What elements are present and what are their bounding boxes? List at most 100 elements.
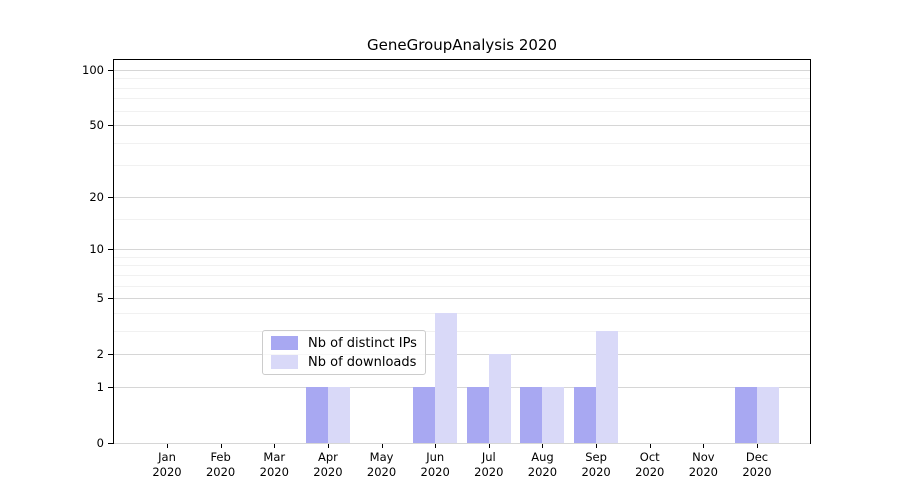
minor-gridline	[114, 256, 810, 258]
legend-entry: Nb of downloads	[271, 355, 417, 370]
minor-gridline	[114, 330, 810, 332]
x-tick-label: Apr 2020	[298, 450, 358, 480]
bar-distinct-ips	[305, 386, 328, 443]
x-tick-mark	[596, 444, 598, 448]
x-tick-label: Oct 2020	[620, 450, 680, 480]
bar-downloads	[435, 312, 458, 443]
chart-title: GeneGroupAnalysis 2020	[367, 36, 557, 54]
x-tick-mark	[488, 444, 490, 448]
x-tick-label: Mar 2020	[244, 450, 304, 480]
y-tick-mark	[108, 298, 113, 300]
x-tick-label: Nov 2020	[673, 450, 733, 480]
x-tick-month: Feb	[210, 450, 231, 464]
major-gridline	[114, 298, 810, 300]
x-tick-year: 2020	[527, 465, 558, 479]
minor-gridline	[114, 165, 810, 167]
x-tick-year: 2020	[635, 465, 665, 479]
minor-gridline	[114, 285, 810, 287]
major-gridline	[114, 69, 810, 71]
minor-gridline	[114, 218, 810, 220]
x-tick-mark	[327, 444, 329, 448]
x-tick-month: May	[369, 450, 394, 464]
y-tick-label: 5	[96, 291, 104, 306]
major-gridline	[114, 196, 810, 198]
y-tick-mark	[108, 196, 113, 198]
bar-downloads	[596, 330, 619, 443]
x-tick-year: 2020	[474, 465, 504, 479]
legend-label: Nb of downloads	[308, 354, 417, 370]
x-tick-mark	[435, 444, 437, 448]
x-tick-year: 2020	[152, 465, 182, 479]
x-tick-mark	[542, 444, 544, 448]
minor-gridline	[114, 87, 810, 89]
minor-gridline	[114, 265, 810, 267]
major-gridline	[114, 249, 810, 251]
minor-gridline	[114, 110, 810, 112]
legend-label: Nb of distinct IPs	[308, 335, 417, 351]
x-tick-mark	[756, 444, 758, 448]
major-gridline	[114, 354, 810, 356]
bar-distinct-ips	[734, 386, 757, 443]
bar-downloads	[488, 354, 511, 443]
x-tick-month: Sep	[585, 450, 607, 464]
x-tick-label: Sep 2020	[566, 450, 626, 480]
x-tick-label: May 2020	[352, 450, 412, 480]
legend-swatch	[271, 355, 298, 369]
x-tick-mark	[274, 444, 276, 448]
minor-gridline	[114, 98, 810, 100]
x-tick-label: Jan 2020	[137, 450, 197, 480]
x-tick-month: Jan	[158, 450, 176, 464]
x-tick-month: Mar	[263, 450, 286, 464]
plot-area	[113, 59, 811, 444]
major-gridline	[114, 125, 810, 127]
legend-entry: Nb of distinct IPs	[271, 336, 417, 351]
minor-gridline	[114, 274, 810, 276]
x-tick-month: Nov	[692, 450, 715, 464]
x-tick-month: Dec	[745, 450, 769, 464]
x-tick-year: 2020	[259, 465, 289, 479]
legend: Nb of distinct IPs Nb of downloads	[262, 330, 426, 375]
x-tick-year: 2020	[205, 465, 236, 479]
y-tick-mark	[108, 249, 113, 251]
major-gridline	[114, 386, 810, 388]
minor-gridline	[114, 78, 810, 80]
x-tick-year: 2020	[688, 465, 718, 479]
x-tick-label: Aug 2020	[512, 450, 572, 480]
y-tick-label: 100	[82, 62, 104, 77]
x-tick-label: Jun 2020	[405, 450, 465, 480]
x-tick-month: Aug	[531, 450, 554, 464]
x-tick-mark	[703, 444, 705, 448]
y-tick-mark	[108, 354, 113, 356]
x-tick-year: 2020	[366, 465, 397, 479]
x-tick-month: Jul	[481, 450, 496, 464]
y-tick-mark	[108, 69, 113, 71]
bar-downloads	[542, 386, 565, 443]
y-tick-label: 10	[89, 242, 104, 257]
x-tick-mark	[381, 444, 383, 448]
y-tick-mark	[108, 125, 113, 127]
bar-distinct-ips	[520, 386, 543, 443]
x-tick-year: 2020	[420, 465, 450, 479]
bar-downloads	[756, 386, 779, 443]
x-tick-mark	[649, 444, 651, 448]
y-tick-label: 0	[96, 436, 104, 450]
bar-distinct-ips	[466, 386, 489, 443]
x-tick-year: 2020	[581, 465, 611, 479]
bar-downloads	[327, 386, 350, 443]
bar-distinct-ips	[574, 386, 597, 443]
bar-distinct-ips	[413, 386, 436, 443]
x-tick-label: Dec 2020	[727, 450, 787, 480]
x-tick-month: Jun	[426, 450, 445, 464]
x-tick-label: Jul 2020	[459, 450, 519, 480]
y-tick-label: 1	[96, 379, 104, 394]
x-tick-year: 2020	[313, 465, 343, 479]
major-gridline	[114, 443, 810, 444]
y-tick-label: 2	[96, 347, 104, 362]
y-tick-label: 50	[89, 118, 104, 133]
x-tick-month: Oct	[639, 450, 660, 464]
x-tick-mark	[167, 444, 168, 448]
y-tick-mark	[108, 386, 113, 388]
y-tick-label: 20	[89, 189, 104, 204]
x-tick-mark	[220, 444, 222, 448]
